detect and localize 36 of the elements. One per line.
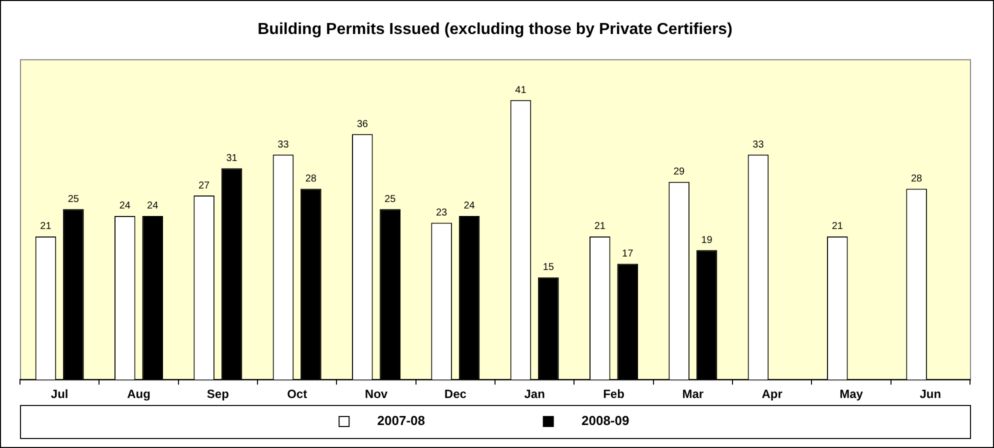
data-label: 15 (542, 262, 554, 274)
data-label: 25 (68, 194, 80, 205)
legend-label: 2007-08 (356, 413, 534, 428)
x-tick-label: Jan (524, 387, 545, 402)
data-label: 24 (464, 200, 476, 212)
legend-label: 2008-09 (560, 413, 651, 428)
data-label: 28 (305, 173, 317, 184)
data-label: 31 (226, 153, 238, 164)
data-label: 23 (436, 208, 448, 219)
data-label: 33 (278, 139, 290, 150)
data-label: 28 (911, 173, 923, 184)
data-label: 36 (356, 118, 368, 130)
x-tick-label: Aug (127, 387, 150, 402)
chart-title: Building Permits Issued (excluding those by Private Certifiers) (258, 21, 732, 38)
x-tick-label: Oct (287, 387, 308, 402)
data-label: 21 (40, 221, 52, 232)
x-tick-label: Nov (364, 387, 388, 402)
data-label: 17 (622, 248, 634, 260)
x-tick-label: Apr (762, 387, 783, 402)
data-label: 25 (384, 194, 396, 205)
data-label: 24 (147, 200, 159, 212)
data-label: 21 (594, 221, 606, 232)
x-tick-label: Sep (206, 387, 229, 402)
data-label: 41 (515, 84, 527, 96)
x-tick-label: Dec (444, 387, 467, 402)
data-label: 24 (119, 200, 131, 212)
x-tick-label: Jul (50, 387, 68, 402)
x-tick-label: Jun (920, 387, 942, 402)
data-label: 29 (674, 166, 686, 178)
x-tick-label: Feb (603, 387, 624, 402)
x-tick-label: Mar (682, 387, 704, 402)
data-label: 21 (832, 221, 844, 232)
x-tick-label: May (840, 387, 864, 402)
data-label: 33 (752, 139, 764, 150)
data-label: 27 (198, 180, 210, 192)
data-label: 19 (701, 234, 713, 246)
